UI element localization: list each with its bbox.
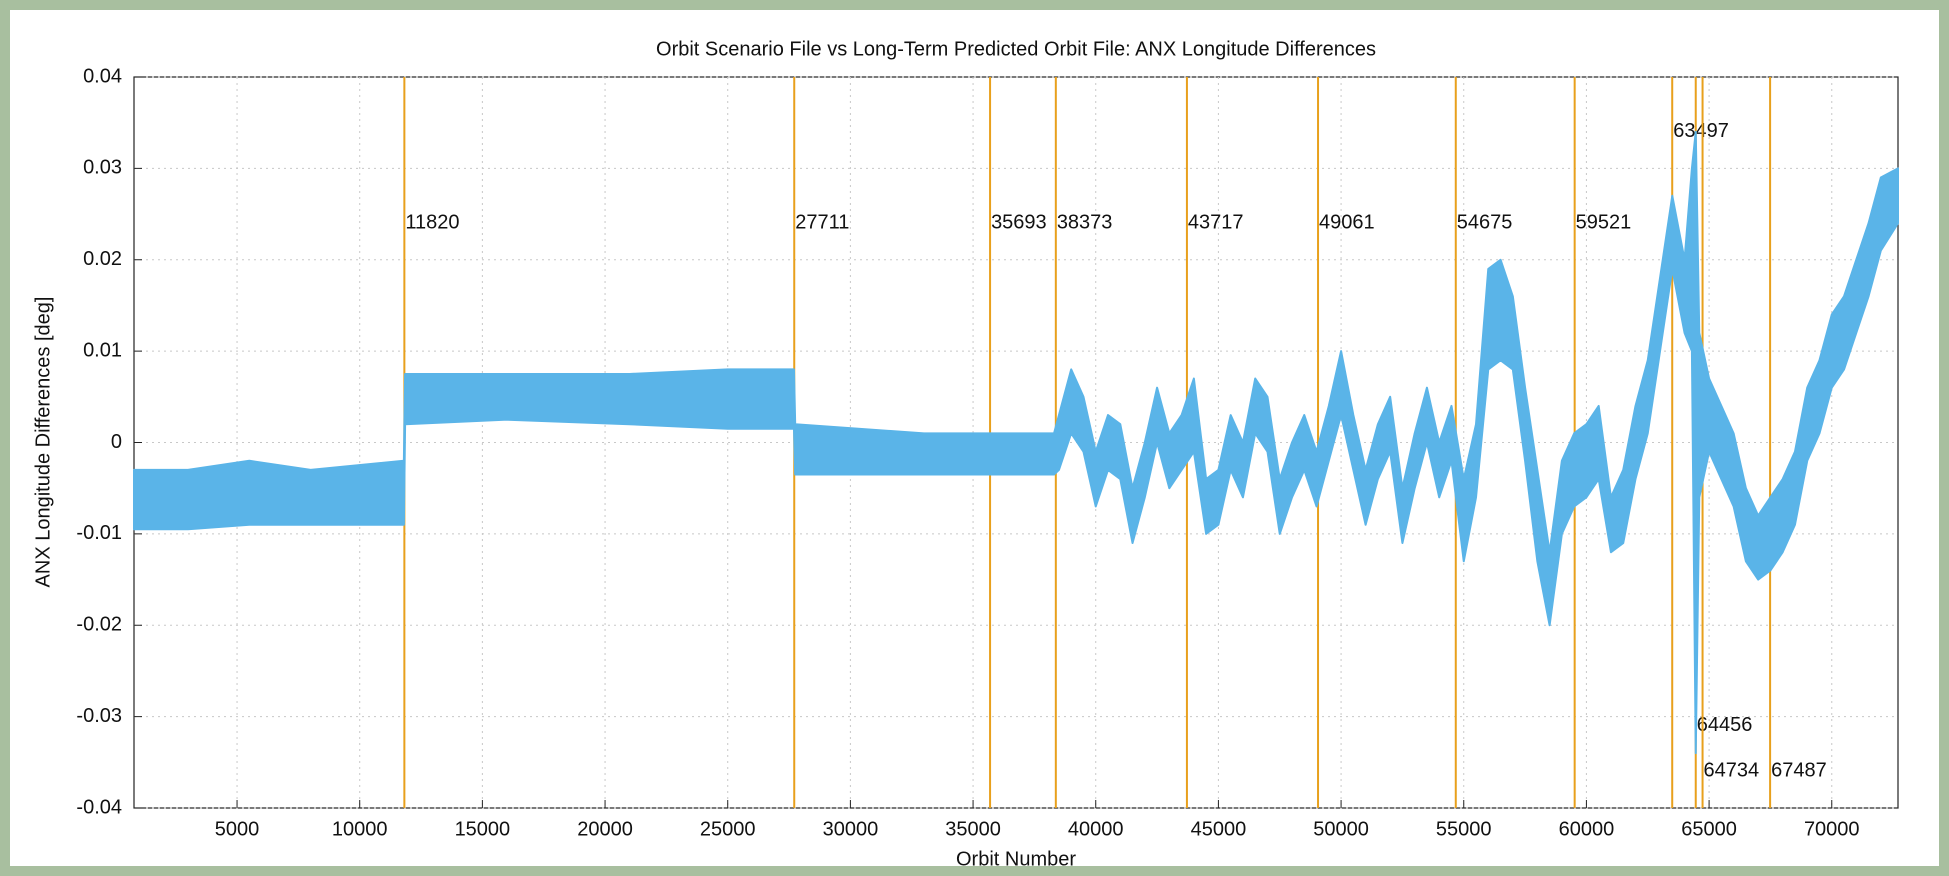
x-tick-label: 70000 [1804,818,1860,840]
x-tick-label: 65000 [1681,818,1737,840]
y-tick-label: -0.03 [76,705,122,727]
y-tick-label: 0.02 [83,248,122,270]
event-label: 67487 [1771,760,1827,782]
x-tick-label: 10000 [332,818,388,840]
x-tick-label: 20000 [577,818,633,840]
y-tick-label: 0.04 [83,65,122,87]
x-tick-label: 30000 [823,818,879,840]
x-tick-label: 55000 [1436,818,1492,840]
event-label: 54675 [1457,211,1513,233]
y-axis-label: ANX Longitude Differences [deg] [32,297,54,588]
x-tick-label: 50000 [1313,818,1369,840]
y-tick-label: -0.04 [76,796,122,818]
x-tick-label: 40000 [1068,818,1124,840]
x-tick-label: 35000 [945,818,1001,840]
chart-title: Orbit Scenario File vs Long-Term Predict… [656,38,1376,60]
event-label: 64456 [1697,714,1753,736]
event-label: 49061 [1319,211,1375,233]
x-tick-label: 25000 [700,818,756,840]
event-label: 43717 [1188,211,1244,233]
x-tick-label: 15000 [455,818,511,840]
event-label: 64734 [1704,760,1760,782]
x-tick-label: 60000 [1559,818,1615,840]
y-tick-label: 0 [111,431,122,453]
y-tick-label: -0.01 [76,522,122,544]
y-tick-label: 0.03 [83,157,122,179]
event-label: 35693 [991,211,1047,233]
data-band [133,130,1899,755]
y-tick-label: 0.01 [83,339,122,361]
x-tick-label: 45000 [1191,818,1247,840]
event-label: 63497 [1673,120,1729,142]
x-axis-label: Orbit Number [956,848,1076,870]
y-tick-label: -0.02 [76,614,122,636]
event-label: 38373 [1057,211,1113,233]
event-label: 27711 [795,211,849,233]
x-tick-label: 5000 [215,818,260,840]
event-label: 11820 [405,211,459,233]
event-label: 59521 [1576,211,1632,233]
